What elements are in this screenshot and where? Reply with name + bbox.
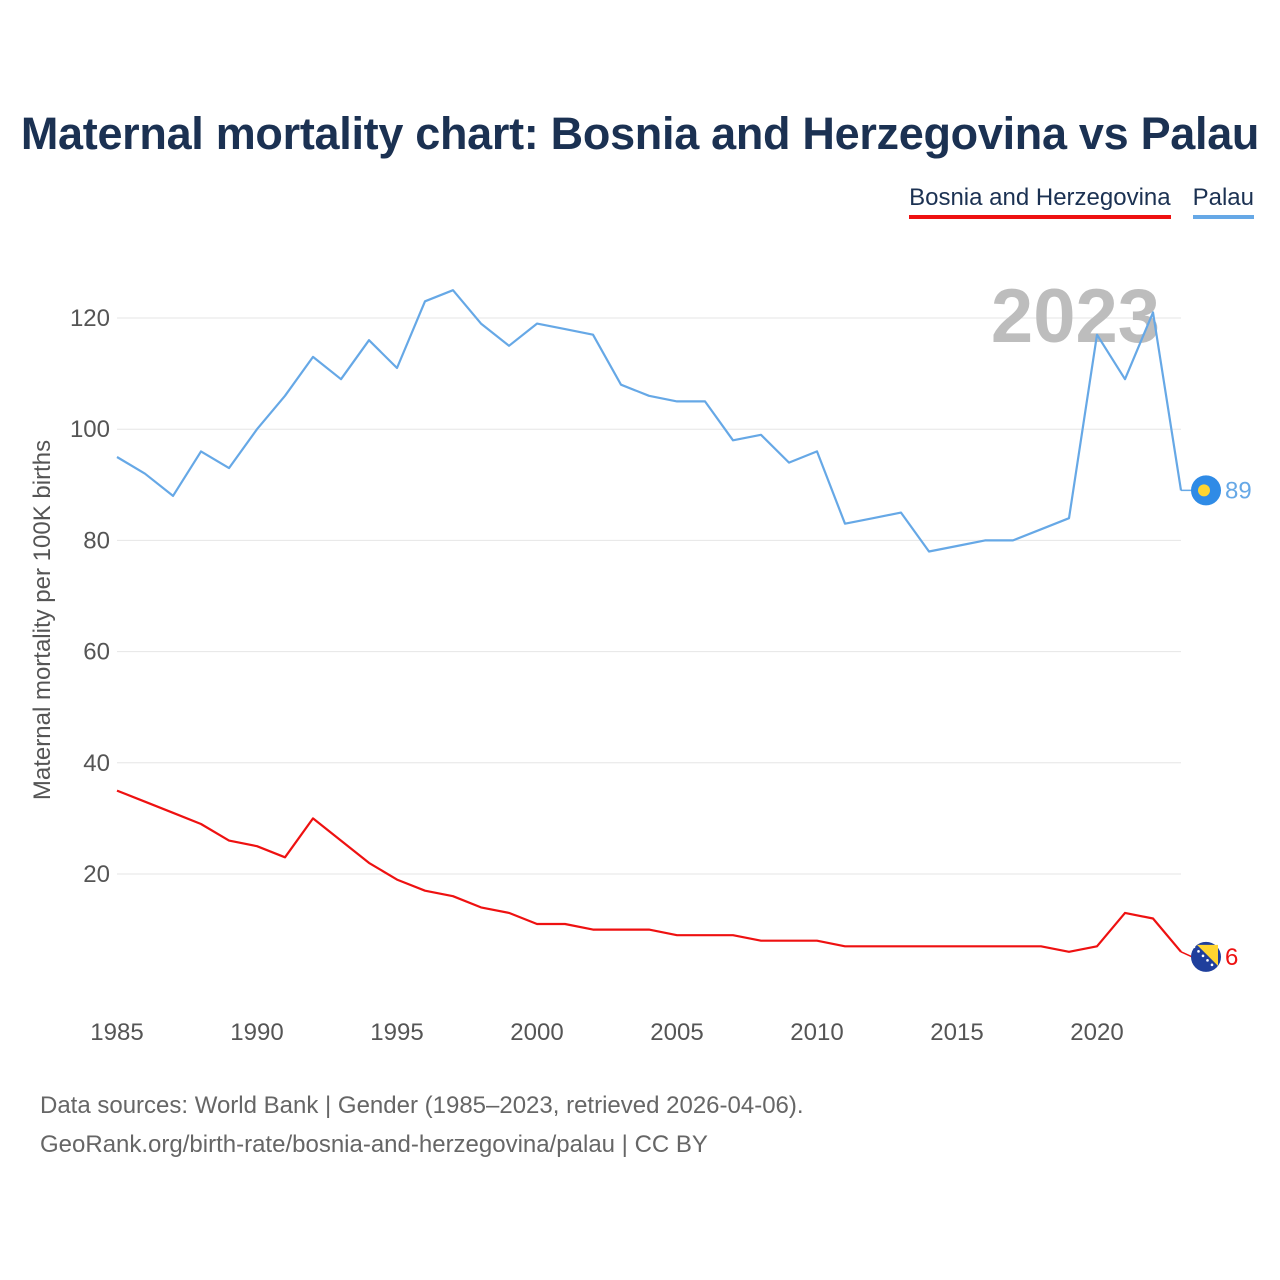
end-value-label-bih: 6: [1225, 944, 1238, 971]
y-tick-label: 20: [83, 861, 110, 888]
bosnia-flag-star: [1201, 954, 1205, 958]
series-end-markers: 89 6: [1180, 475, 1252, 972]
legend: Bosnia and Herzegovina Palau: [909, 184, 1254, 219]
source-note: Data sources: World Bank | Gender (1985–…: [40, 1086, 804, 1164]
y-tick-label: 100: [70, 416, 110, 443]
bosnia-flag-star: [1197, 950, 1200, 953]
y-tick-label: 40: [83, 750, 110, 777]
y-tick-label: 80: [83, 527, 110, 554]
series-line-palau: [116, 289, 1183, 553]
y-tick-label: 60: [83, 639, 110, 666]
gridlines: [117, 317, 1181, 875]
x-tick-label: 2005: [650, 1019, 703, 1046]
end-value-label-palau: 89: [1225, 477, 1252, 504]
bosnia-flag-star: [1206, 959, 1209, 962]
x-tick-label: 1990: [230, 1019, 283, 1046]
y-tick-label: 120: [70, 305, 110, 332]
chart-plot: 2023 20 40 60 80 100 120 1985 1990 1995 2000 2005…: [29, 274, 1252, 1046]
year-watermark: 2023: [991, 274, 1160, 359]
source-line-1: Data sources: World Bank | Gender (1985–…: [40, 1092, 804, 1119]
source-link-line[interactable]: GeoRank.org/birth-rate/bosnia-and-herzeg…: [40, 1131, 708, 1158]
bosnia-flag-star: [1210, 963, 1214, 967]
x-tick-label: 1995: [370, 1019, 423, 1046]
x-tick-label: 2020: [1070, 1019, 1123, 1046]
end-connector-bih: [1180, 951, 1193, 958]
x-tick-label: 2010: [790, 1019, 843, 1046]
bosnia-flag-star: [1192, 945, 1196, 949]
legend-item-bosnia[interactable]: Bosnia and Herzegovina: [909, 184, 1171, 219]
bosnia-flag-icon: [1191, 941, 1221, 972]
legend-item-palau[interactable]: Palau: [1192, 184, 1254, 219]
series-line-bih: [116, 789, 1182, 953]
palau-flag-moon: [1198, 484, 1210, 497]
y-axis-title: Maternal mortality per 100K births: [29, 440, 56, 800]
series-lines: [116, 289, 1183, 953]
x-axis-ticks: 1985 1990 1995 2000 2005 2010 2015 2020: [90, 1019, 1123, 1046]
y-axis-ticks: 20 40 60 80 100 120: [70, 305, 110, 888]
x-tick-label: 2015: [930, 1019, 983, 1046]
chart-title: Maternal mortality chart: Bosnia and Her…: [20, 108, 1260, 159]
x-tick-label: 1985: [90, 1019, 143, 1046]
x-tick-label: 2000: [510, 1019, 563, 1046]
bosnia-flag-triangle: [1197, 944, 1218, 966]
